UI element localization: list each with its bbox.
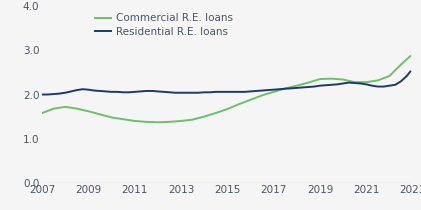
Commercial R.E. loans <box>190 118 195 121</box>
Commercial R.E. loans <box>248 98 253 101</box>
Commercial R.E. loans <box>294 84 299 87</box>
Commercial R.E. loans <box>329 77 334 80</box>
Commercial R.E. loans <box>75 107 80 110</box>
Commercial R.E. loans <box>202 115 207 118</box>
Commercial R.E. loans <box>237 103 242 105</box>
Commercial R.E. loans <box>341 78 346 81</box>
Line: Commercial R.E. loans: Commercial R.E. loans <box>42 56 410 122</box>
Commercial R.E. loans <box>352 81 357 83</box>
Commercial R.E. loans <box>260 94 265 97</box>
Commercial R.E. loans <box>408 55 413 57</box>
Commercial R.E. loans <box>387 75 392 77</box>
Residential R.E. loans <box>40 93 45 96</box>
Commercial R.E. loans <box>213 112 218 114</box>
Commercial R.E. loans <box>271 91 276 93</box>
Commercial R.E. loans <box>109 116 114 119</box>
Residential R.E. loans <box>399 80 404 83</box>
Residential R.E. loans <box>231 91 236 93</box>
Commercial R.E. loans <box>364 81 369 83</box>
Commercial R.E. loans <box>98 113 103 116</box>
Residential R.E. loans <box>149 90 155 92</box>
Commercial R.E. loans <box>63 106 68 108</box>
Commercial R.E. loans <box>132 120 137 122</box>
Commercial R.E. loans <box>144 121 149 123</box>
Residential R.E. loans <box>358 82 363 85</box>
Commercial R.E. loans <box>121 118 126 121</box>
Commercial R.E. loans <box>167 121 172 123</box>
Residential R.E. loans <box>126 91 131 94</box>
Commercial R.E. loans <box>40 112 45 114</box>
Residential R.E. loans <box>408 70 413 73</box>
Commercial R.E. loans <box>317 78 322 80</box>
Commercial R.E. loans <box>179 120 184 122</box>
Commercial R.E. loans <box>225 108 230 110</box>
Commercial R.E. loans <box>86 110 91 113</box>
Commercial R.E. loans <box>283 87 288 90</box>
Commercial R.E. loans <box>51 107 56 110</box>
Commercial R.E. loans <box>376 79 381 82</box>
Legend: Commercial R.E. loans, Residential R.E. loans: Commercial R.E. loans, Residential R.E. … <box>96 13 233 37</box>
Commercial R.E. loans <box>155 121 160 123</box>
Commercial R.E. loans <box>306 81 311 84</box>
Residential R.E. loans <box>196 92 201 94</box>
Line: Residential R.E. loans: Residential R.E. loans <box>42 72 410 94</box>
Commercial R.E. loans <box>399 63 404 66</box>
